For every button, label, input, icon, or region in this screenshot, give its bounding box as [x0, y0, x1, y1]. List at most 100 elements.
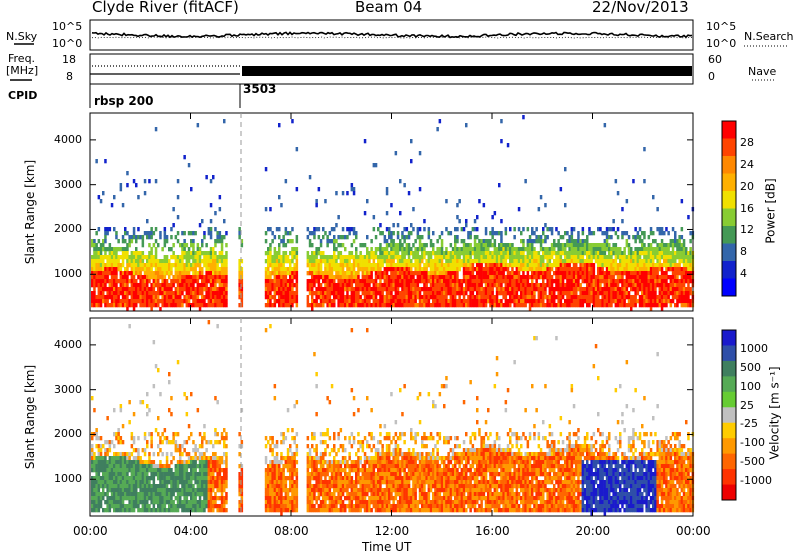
power-cell [603, 295, 607, 300]
power-cell [671, 255, 675, 260]
power-cell [192, 295, 195, 300]
power-cell [524, 259, 527, 264]
power-cell [665, 283, 668, 288]
power-cell [399, 267, 402, 272]
power-cell [423, 287, 426, 292]
power-cell [161, 259, 164, 264]
velocity-cell [179, 460, 182, 465]
power-cell [273, 295, 277, 300]
power-cell [469, 299, 472, 304]
power-cell [421, 275, 424, 280]
power-cell [511, 283, 514, 288]
power-cell [289, 239, 292, 244]
velocity-cell [150, 472, 153, 477]
power-cell [150, 247, 153, 252]
power-cell [625, 243, 629, 248]
velocity-cell [176, 468, 180, 473]
power-cell [469, 243, 472, 248]
power-cell [132, 255, 136, 260]
power-cell [141, 239, 145, 244]
power-cell [471, 287, 475, 292]
power-cell [586, 275, 589, 280]
power-cell [458, 291, 461, 296]
power-cell [689, 267, 692, 272]
power-cell [377, 259, 380, 264]
power-cell [115, 303, 118, 308]
power-cell [654, 291, 657, 296]
power-cell [625, 271, 629, 276]
power-cell [586, 255, 589, 260]
power-cell [146, 275, 149, 280]
power-cell [154, 271, 158, 276]
power-cell [201, 251, 204, 256]
power-cell [502, 291, 505, 296]
power-cell [370, 263, 373, 268]
power-cell [429, 303, 433, 308]
velocity-cell [106, 484, 109, 489]
power-cell [638, 303, 642, 308]
power-cell [493, 251, 497, 256]
power-cell [469, 251, 472, 256]
power-cell [484, 251, 488, 256]
velocity-cell [104, 472, 107, 477]
power-cell [163, 259, 167, 264]
power-cell [663, 275, 666, 280]
power-cell [429, 287, 433, 292]
power-cell [555, 255, 558, 260]
power-cell [220, 235, 224, 240]
power-cell [278, 247, 281, 252]
power-cell [478, 263, 481, 268]
power-cell [579, 255, 582, 260]
power-cell [137, 275, 140, 280]
velocity-cell [183, 440, 186, 445]
velocity-cell [198, 488, 202, 493]
power-cell [139, 295, 142, 300]
velocity-cell [183, 464, 186, 469]
power-cell [491, 295, 494, 300]
power-cell [513, 255, 516, 260]
power-cell [500, 275, 503, 280]
power-cell [176, 291, 180, 296]
power-cell [223, 299, 226, 304]
power-cell [674, 243, 677, 248]
power-cell [509, 263, 512, 268]
power-cell [623, 267, 626, 272]
power-cell [500, 243, 503, 248]
power-cell [660, 247, 664, 252]
velocity-cell [203, 504, 206, 509]
velocity-cell [108, 476, 112, 481]
power-cell [577, 255, 580, 260]
power-cell [352, 187, 356, 192]
power-cell [330, 255, 334, 260]
power-cell [113, 287, 116, 292]
power-cell [165, 283, 169, 288]
power-cell [141, 235, 145, 240]
power-cell [511, 287, 514, 292]
power-cell [275, 227, 279, 232]
power-cell [194, 263, 197, 268]
power-cell [102, 299, 105, 304]
power-cell [515, 255, 519, 260]
power-cell [390, 291, 393, 296]
power-cell [522, 267, 525, 272]
power-cell [649, 291, 653, 296]
power-cell [308, 291, 312, 296]
power-cell [124, 239, 127, 244]
power-cell [344, 287, 347, 292]
power-cell [685, 287, 688, 292]
power-cell [416, 303, 420, 308]
power-cell [671, 275, 675, 280]
power-cell [608, 259, 611, 264]
power-cell [665, 227, 668, 232]
velocity-cell [132, 492, 136, 497]
power-cell [214, 251, 217, 256]
velocity-cell [198, 456, 202, 461]
power-cell [368, 259, 371, 264]
power-cell [335, 247, 338, 252]
power-cell [509, 243, 512, 248]
velocity-cell [141, 400, 145, 405]
power-cell [473, 275, 477, 280]
power-cell [141, 275, 145, 280]
power-cell [379, 303, 382, 308]
power-cell [179, 259, 182, 264]
